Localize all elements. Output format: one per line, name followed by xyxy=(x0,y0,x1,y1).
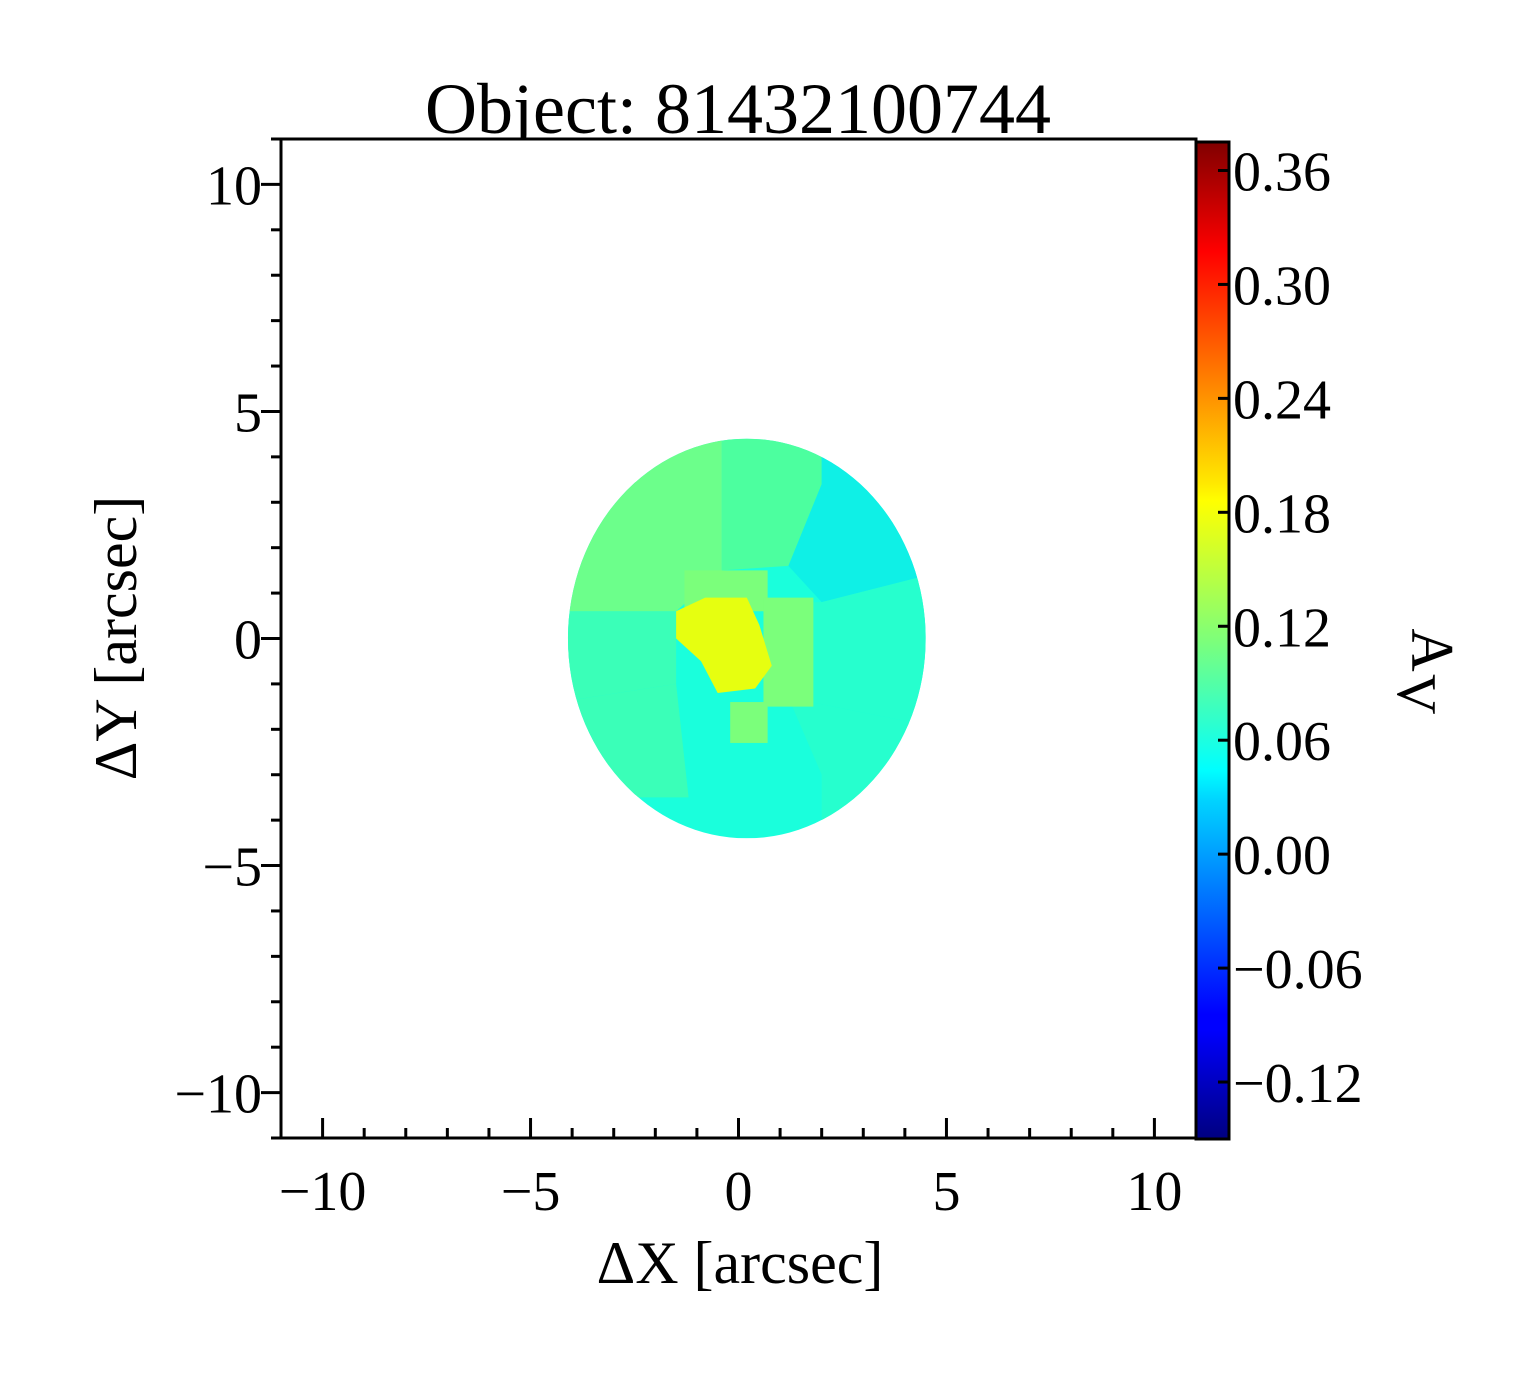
x-axis-label: ΔX [arcsec] xyxy=(597,1230,884,1296)
colorbar-tick-label: 0.36 xyxy=(1233,141,1331,203)
colorbar-gradient xyxy=(1196,142,1229,1139)
inner-ring-south xyxy=(730,702,768,743)
colorbar-ticks: 0.36 0.30 0.24 0.18 0.12 0.06 0.00 −0.06 −0.12 xyxy=(1218,141,1363,1115)
colorbar-label-main: A xyxy=(1399,628,1465,671)
colorbar-tick-label: −0.06 xyxy=(1233,939,1363,1001)
colorbar-tick-label: −0.12 xyxy=(1233,1053,1363,1115)
inner-ring-east xyxy=(763,597,814,707)
y-tick-label: −5 xyxy=(202,837,262,899)
plot-area xyxy=(279,137,1198,1140)
colorbar: 0.36 0.30 0.24 0.18 0.12 0.06 0.00 −0.06 −0.12 A… xyxy=(1194,140,1465,1141)
region-north xyxy=(721,438,822,571)
y-tick-label: 10 xyxy=(206,155,262,217)
y-tick-label: 5 xyxy=(234,382,262,444)
colorbar-tick-label: 0.12 xyxy=(1233,597,1331,659)
x-tick-label: 10 xyxy=(1126,1161,1182,1223)
colorbar-frame xyxy=(1194,140,1231,1141)
colorbar-tick-label: 0.06 xyxy=(1233,711,1331,773)
y-axis-label: ΔY [arcsec] xyxy=(83,496,149,781)
colorbar-tick-label: 0.18 xyxy=(1233,483,1331,545)
colorbar-label-sub: V xyxy=(1385,674,1447,714)
x-tick-label: −5 xyxy=(501,1161,561,1223)
colorbar-tick-label: 0.00 xyxy=(1233,825,1331,887)
y-tick-label: −10 xyxy=(174,1064,262,1126)
x-tick-label: −10 xyxy=(279,1161,367,1223)
y-tick-label: 0 xyxy=(234,610,262,672)
x-tick-label: 0 xyxy=(725,1161,753,1223)
region-core xyxy=(676,597,772,693)
colorbar-tick-label: 0.30 xyxy=(1233,255,1331,317)
y-axis: 10 5 0 −5 −10 xyxy=(174,137,281,1140)
x-axis: −10 −5 0 5 10 xyxy=(279,1118,1198,1223)
colorbar-label: A V xyxy=(1385,628,1465,714)
region-east xyxy=(788,570,926,730)
chart-title: Object: 81432100744 xyxy=(425,69,1051,149)
colorbar-tick-label: 0.24 xyxy=(1233,369,1331,431)
x-tick-label: 5 xyxy=(932,1161,960,1223)
region-west xyxy=(567,611,677,707)
